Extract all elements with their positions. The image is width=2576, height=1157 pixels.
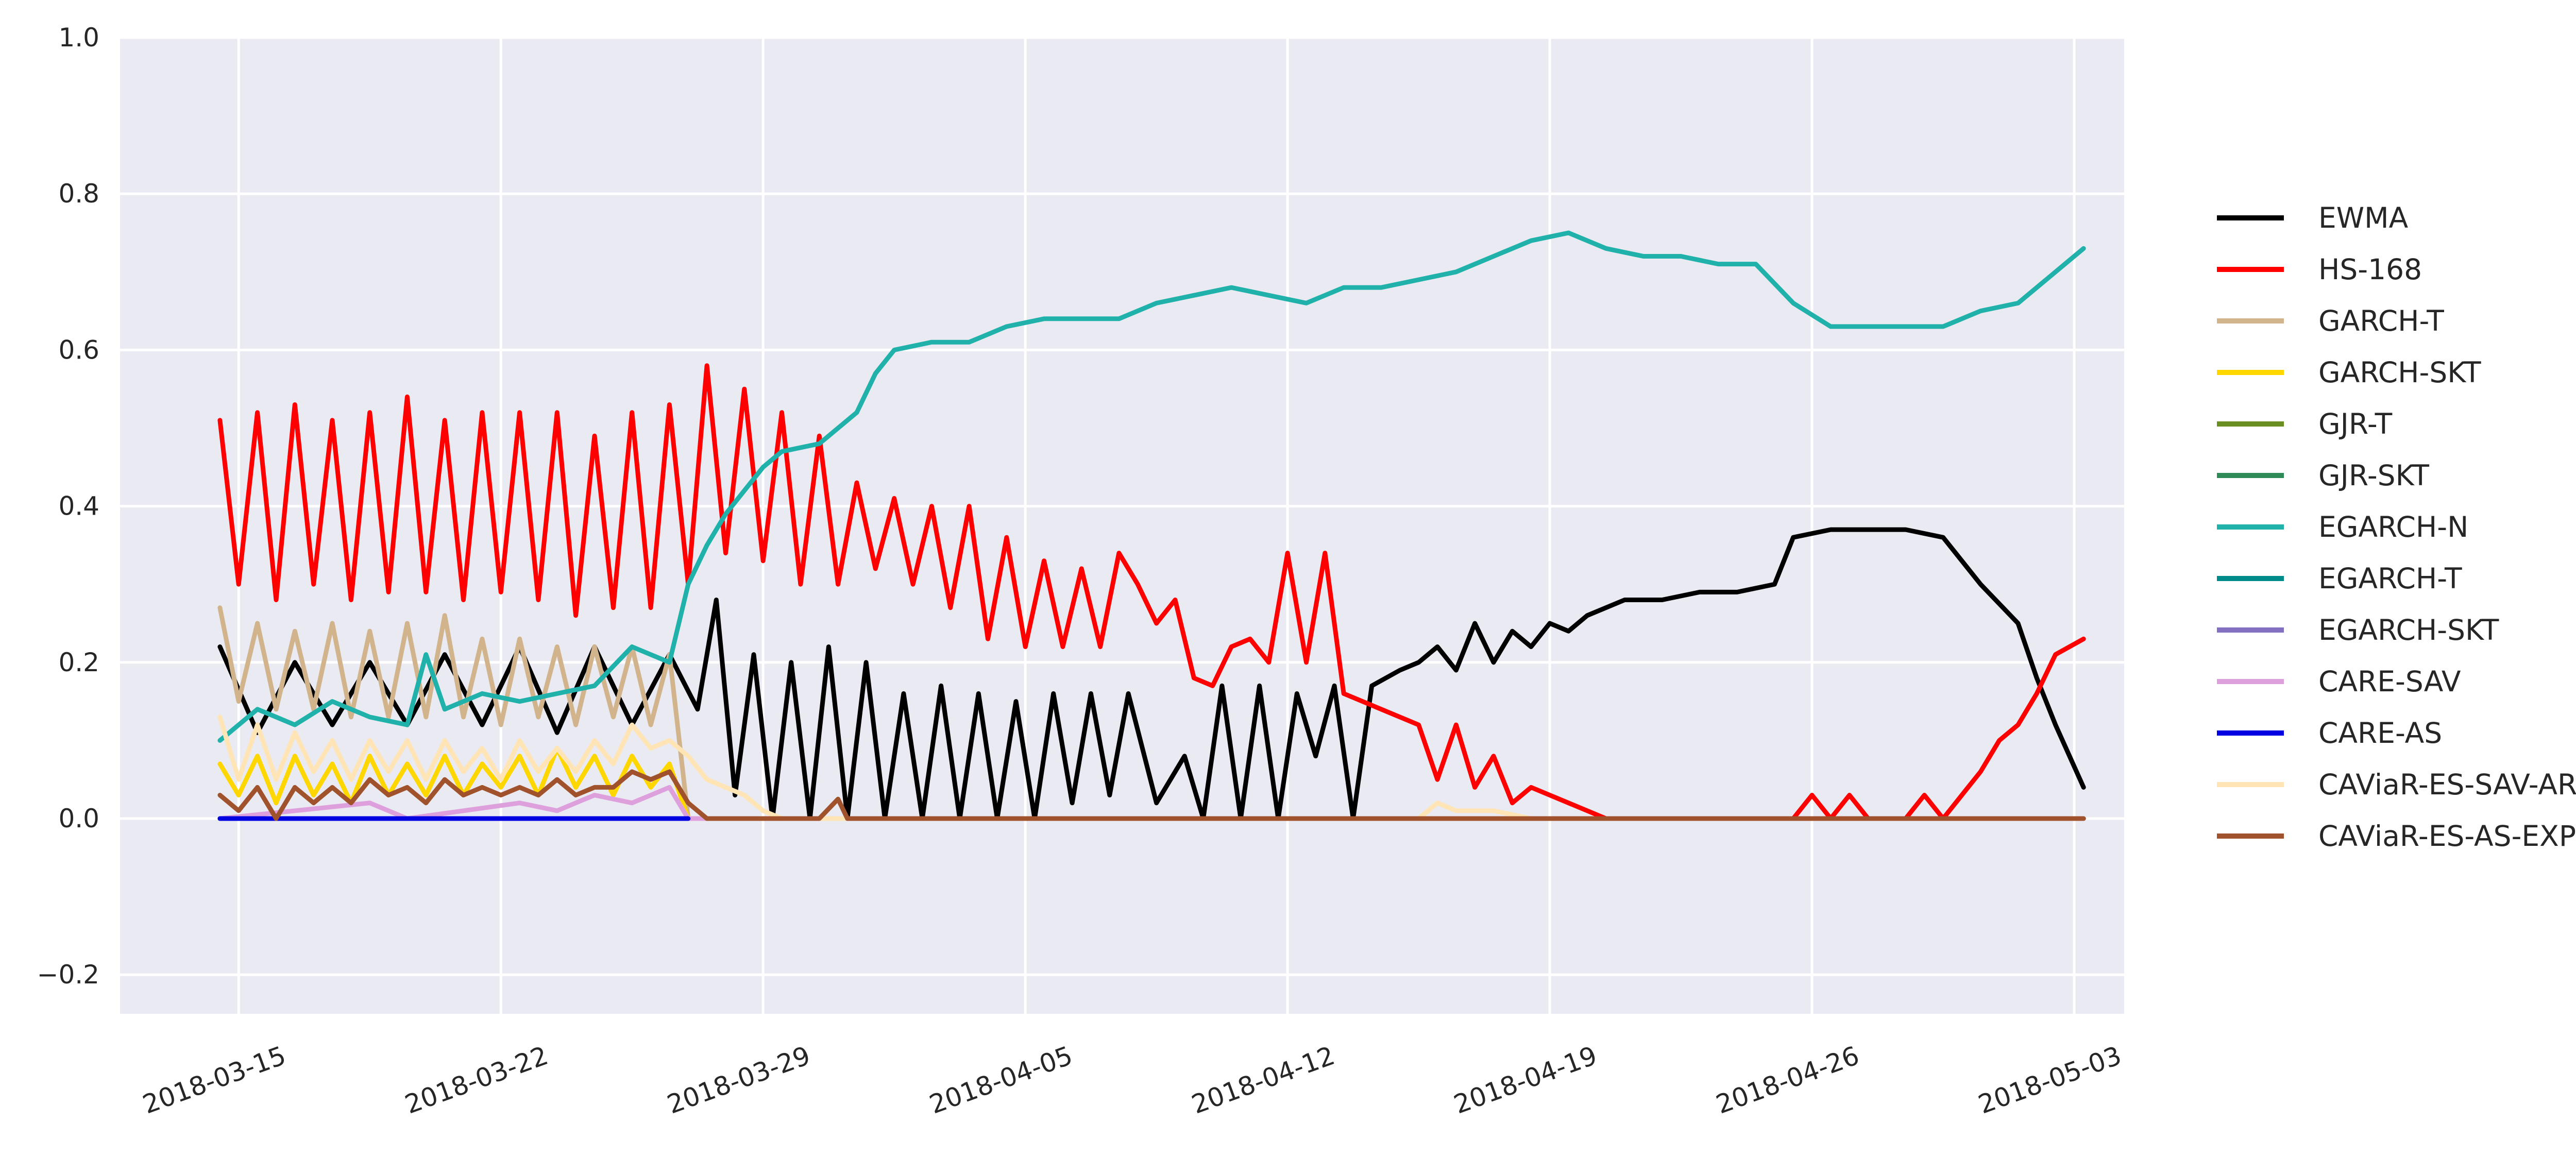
- legend-label: GARCH-SKT: [2318, 356, 2481, 389]
- legend-label: EGARCH-SKT: [2318, 614, 2499, 646]
- y-tick-label: 0.2: [58, 648, 99, 677]
- x-tick-label: 2018-03-29: [663, 1041, 814, 1120]
- x-tick-label: 2018-04-05: [925, 1041, 1076, 1120]
- legend-label: GJR-T: [2318, 407, 2393, 440]
- x-tick-label: 2018-04-12: [1188, 1041, 1338, 1120]
- legend-label: EGARCH-T: [2318, 562, 2462, 595]
- legend-label: HS-168: [2318, 253, 2422, 286]
- y-tick-label: −0.2: [37, 960, 99, 990]
- y-tick-label: 0.4: [58, 491, 99, 521]
- legend-label: GJR-SKT: [2318, 459, 2429, 492]
- y-tick-label: 1.0: [58, 23, 99, 53]
- x-tick-label: 2018-03-15: [139, 1041, 290, 1120]
- series-line-caviar-es-as-exp: [217, 769, 2086, 821]
- legend-label: GARCH-T: [2318, 304, 2444, 337]
- legend-label: CAViaR-ES-AS-EXP: [2318, 820, 2576, 853]
- series-line-ewma: [217, 527, 2086, 821]
- legend-label: EGARCH-N: [2318, 511, 2468, 543]
- y-tick-label: 0.0: [58, 804, 99, 833]
- y-tick-label: 0.6: [58, 335, 99, 365]
- x-tick-label: 2018-04-19: [1450, 1041, 1601, 1120]
- legend-label: CARE-SAV: [2318, 665, 2461, 698]
- series-line-garch-t: [217, 605, 2086, 821]
- legend-label: EWMA: [2318, 201, 2409, 234]
- series-line-egarch-n: [217, 230, 2086, 743]
- x-tick-label: 2018-03-22: [401, 1041, 552, 1120]
- x-tick-label: 2018-04-26: [1712, 1041, 1863, 1120]
- series-line-care-sav: [217, 785, 2086, 821]
- legend-label: CARE-AS: [2318, 717, 2442, 750]
- y-axis-ticks: −0.2 0.0 0.2 0.4 0.6 0.8 1.0: [37, 23, 99, 990]
- legend: EWMA HS-168 GARCH-T GARCH-SKT GJR-T GJR-SKT EG…: [2217, 201, 2576, 853]
- x-axis-ticks: 2018-03-15 2018-03-22 2018-03-29 2018-04-05…: [139, 1041, 2125, 1120]
- y-tick-label: 0.8: [58, 179, 99, 209]
- x-tick-label: 2018-05-03: [1974, 1041, 2125, 1120]
- series-lines: [217, 230, 2086, 821]
- legend-label: CAViaR-ES-SAV-AR: [2318, 768, 2576, 801]
